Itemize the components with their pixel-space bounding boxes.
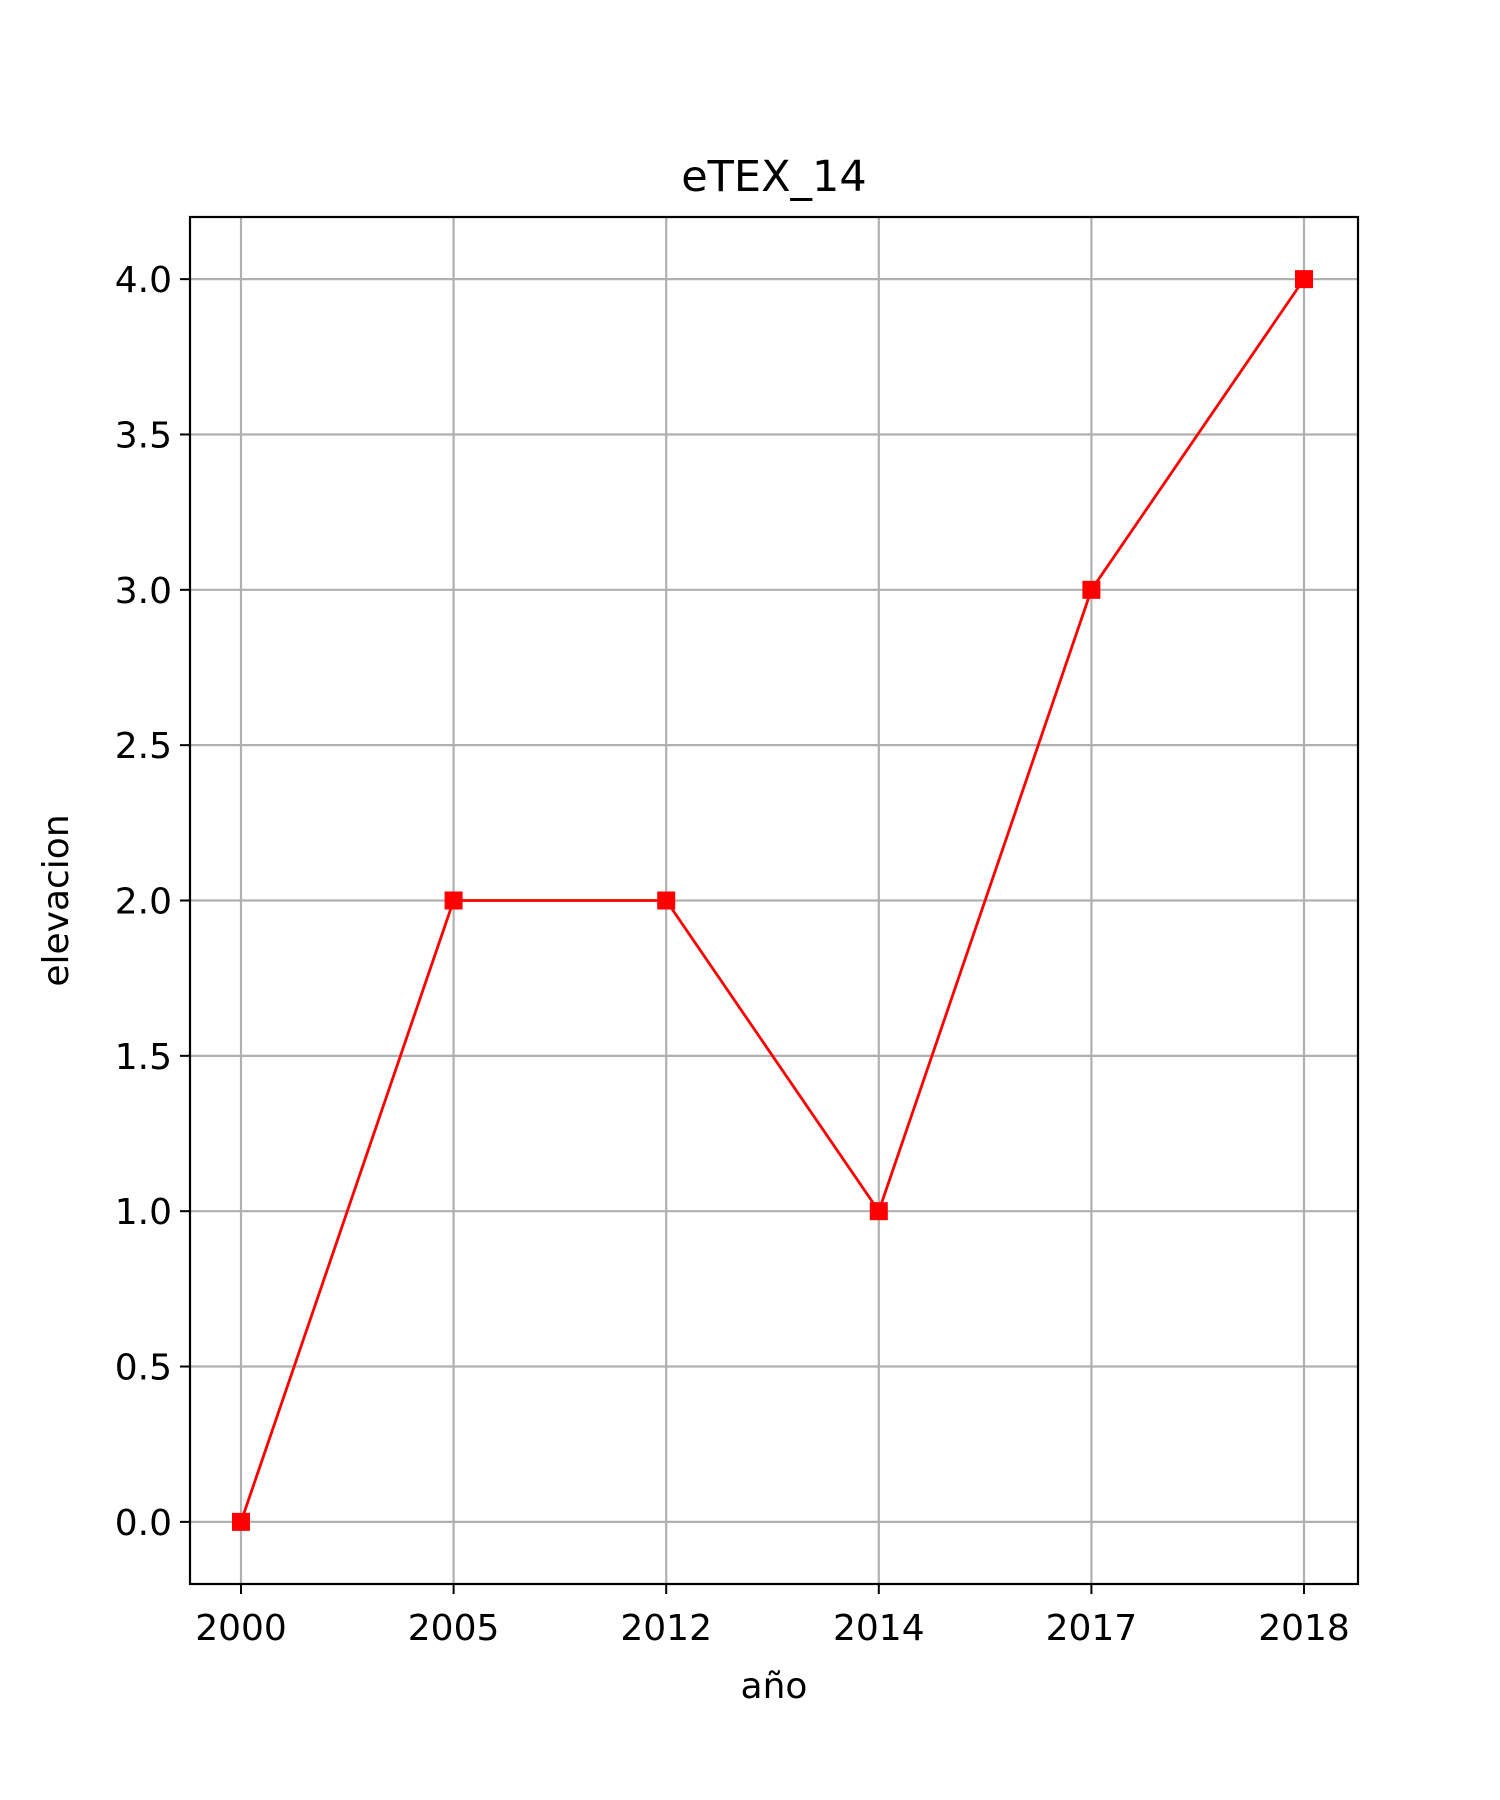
x-tick-label: 2014 (833, 1608, 925, 1649)
x-axis-title: año (741, 1666, 808, 1707)
data-point-marker (657, 891, 676, 910)
y-axis-title: elevacion (36, 814, 77, 986)
series-layer (232, 270, 1313, 1531)
ticks: 2000 2005 2012 2014 2017 2018 0.0 0.5 1.0 1.5 2.0 2… (115, 260, 1350, 1649)
y-tick-label: 3.0 (115, 571, 172, 612)
data-point-marker (1295, 270, 1313, 289)
y-tick-label: 3.5 (115, 415, 172, 456)
x-tick-label: 2012 (620, 1608, 712, 1649)
x-tick-label: 2018 (1258, 1608, 1350, 1649)
x-tick-label: 2000 (195, 1608, 287, 1649)
data-point-marker (1082, 580, 1101, 599)
y-tick-label: 0.0 (115, 1503, 172, 1544)
y-tick-label: 1.5 (115, 1037, 172, 1078)
y-tick-label: 1.0 (115, 1192, 172, 1233)
chart-title: eTEX_14 (681, 152, 867, 202)
y-tick-label: 0.5 (115, 1348, 172, 1389)
series-line (239, 278, 1306, 1523)
data-point-marker (869, 1202, 888, 1221)
data-point-marker (444, 891, 463, 910)
y-tick-label: 4.0 (115, 260, 172, 301)
x-tick-label: 2017 (1046, 1608, 1138, 1649)
data-point-marker (232, 1512, 250, 1531)
y-tick-label: 2.0 (115, 882, 172, 923)
x-tick-label: 2005 (408, 1608, 500, 1649)
y-tick-label: 2.5 (115, 726, 172, 767)
